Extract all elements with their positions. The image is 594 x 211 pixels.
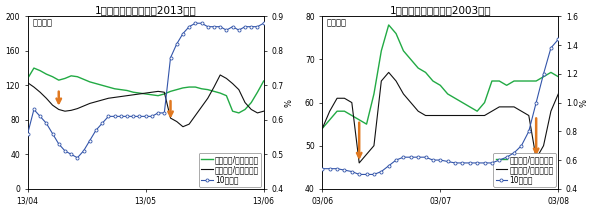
Title: 1先あたり取引件数（2013年）: 1先あたり取引件数（2013年） [95, 5, 197, 16]
Title: 1先あたり取引件数（2003年）: 1先あたり取引件数（2003年） [390, 5, 491, 16]
Text: 取引件数: 取引件数 [33, 18, 52, 27]
Y-axis label: %: % [579, 99, 589, 107]
Y-axis label: %: % [285, 99, 294, 107]
Text: 取引件数: 取引件数 [327, 18, 347, 27]
Legend: 取引件数/売却機関数, 取引件数/購入機関数, 10年金利: 取引件数/売却機関数, 取引件数/購入機関数, 10年金利 [199, 153, 261, 187]
Legend: 取引件数/売却機関数, 取引件数/購入機関数, 10年金利: 取引件数/売却機関数, 取引件数/購入機関数, 10年金利 [494, 153, 556, 187]
